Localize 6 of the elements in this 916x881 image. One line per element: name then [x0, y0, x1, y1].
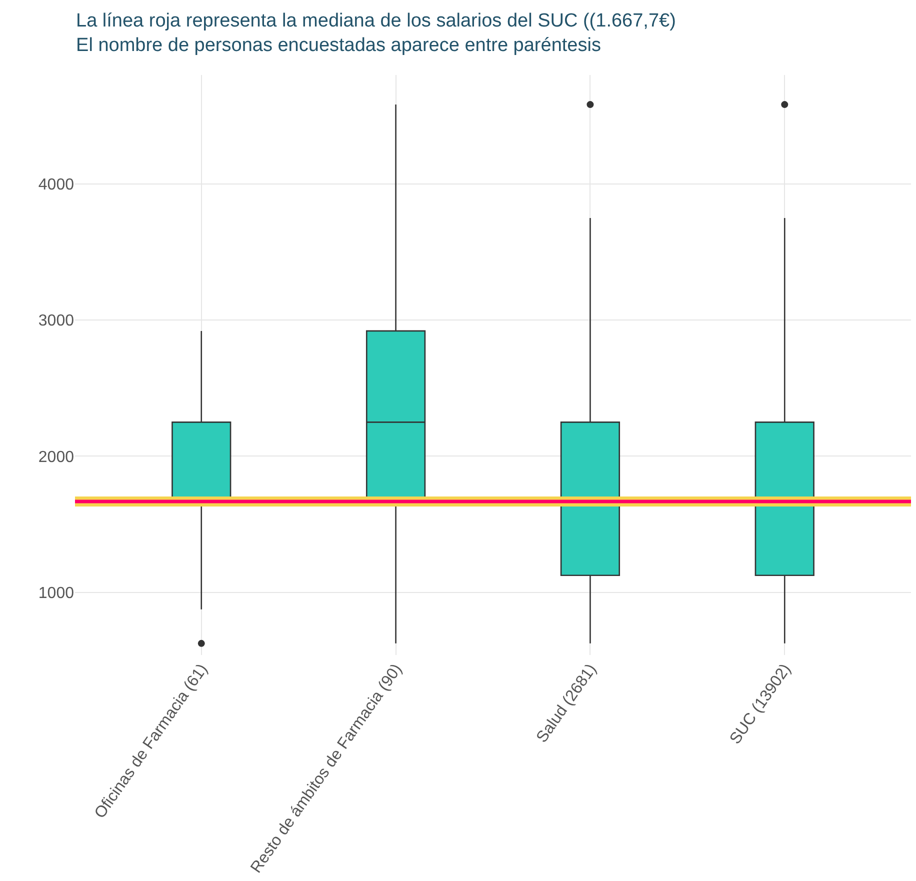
y-tick-label: 4000: [38, 176, 74, 194]
y-tick-label: 3000: [38, 312, 74, 330]
chart-subtitle: El nombre de personas encuestadas aparece entre paréntesis: [76, 35, 601, 56]
chart-title: La línea roja representa la mediana de los salarios del SUC ((1.667,7€): [76, 10, 676, 32]
y-tick-label: 2000: [38, 448, 74, 466]
y-tick-label: 1000: [38, 584, 74, 602]
